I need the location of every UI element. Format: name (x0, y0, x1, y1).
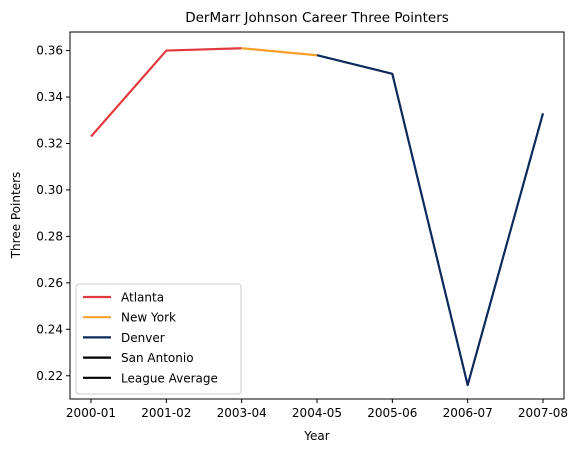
y-tick-label: 0.30 (36, 183, 63, 197)
y-tick-label: 0.36 (36, 44, 63, 58)
legend-label: New York (121, 311, 176, 325)
series-line-denver (316, 54, 545, 387)
plot-area: 2000-01 2001-02 2003-04 2004-05 2005-06 2006-… (36, 31, 568, 420)
legend-label: Atlanta (121, 291, 164, 305)
legend-label: Denver (121, 331, 165, 345)
x-tick-label: 2005-06 (367, 406, 417, 420)
y-tick-label: 0.34 (36, 90, 63, 104)
series-line-new-york (241, 47, 318, 57)
x-tick-label: 2007-08 (518, 406, 568, 420)
legend-label: San Antonio (121, 351, 194, 365)
y-tick-label: 0.26 (36, 276, 63, 290)
legend: Atlanta New York Denver San Antonio League A… (75, 283, 242, 395)
y-axis-label: Three Pointers (9, 172, 23, 260)
series-line-atlanta (90, 47, 242, 138)
y-tick-label: 0.22 (36, 369, 63, 383)
x-tick-label: 2004-05 (292, 406, 342, 420)
x-tick-label: 2003-04 (217, 406, 267, 420)
y-tick-label: 0.24 (36, 322, 63, 336)
legend-label: League Average (121, 371, 218, 385)
y-tick-label: 0.32 (36, 136, 63, 150)
x-tick-label: 2006-07 (443, 406, 493, 420)
x-axis-label: Year (303, 429, 329, 443)
y-tick-label: 0.28 (36, 229, 63, 243)
chart-title: DerMarr Johnson Career Three Pointers (185, 10, 449, 26)
legend-frame (75, 283, 242, 395)
x-tick-label: 2001-02 (141, 406, 191, 420)
x-tick-label: 2000-01 (66, 406, 116, 420)
